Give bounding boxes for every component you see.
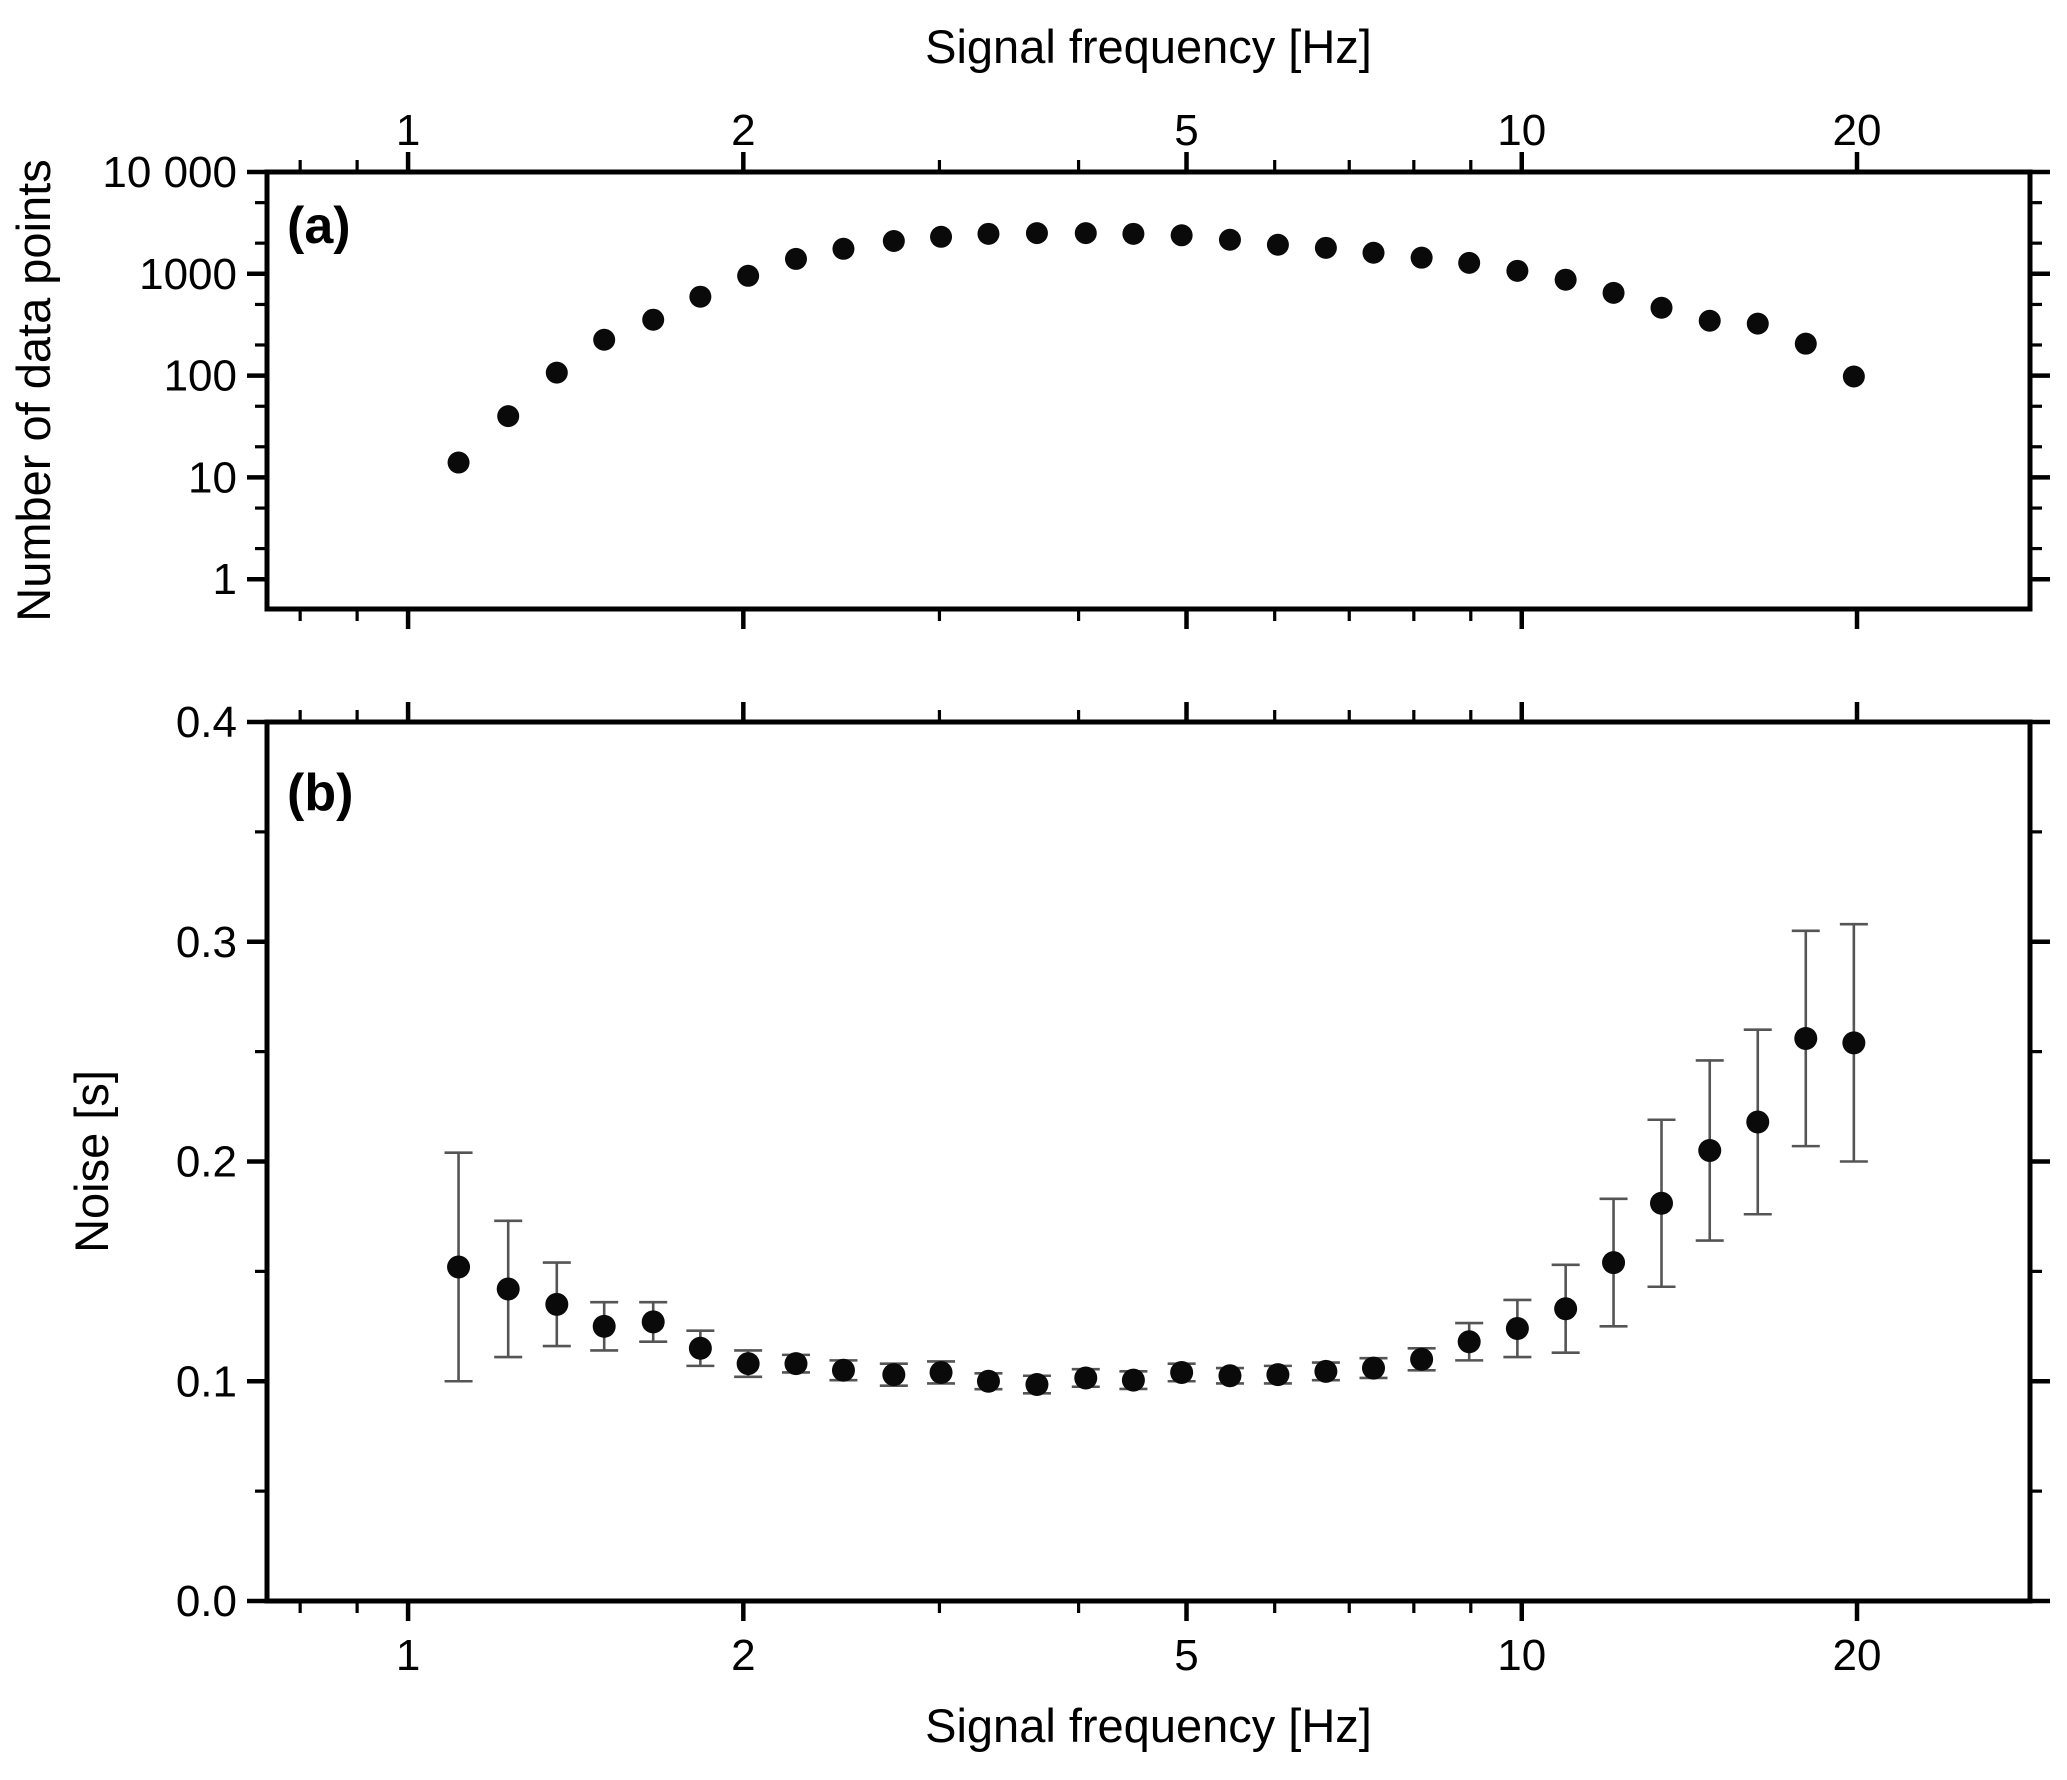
- panel-a-points: [447, 222, 1865, 474]
- panel-b-point: [1746, 1110, 1770, 1134]
- panel-b-point: [1170, 1360, 1194, 1384]
- panel-b-point: [1074, 1366, 1098, 1390]
- panel-b-point: [688, 1336, 712, 1360]
- panel-a-point: [545, 361, 568, 384]
- panel-b-point: [1362, 1356, 1386, 1380]
- panel-b-y-tick-label: 0.1: [176, 1357, 237, 1406]
- panel-b-point: [496, 1277, 520, 1301]
- panel-b-point: [1698, 1139, 1722, 1163]
- panel-frames: [264, 169, 2033, 1604]
- panel-a-point: [497, 405, 520, 428]
- panel-b-point: [1505, 1317, 1529, 1341]
- panel-a-point: [1170, 224, 1193, 247]
- panel-b-point: [831, 1358, 855, 1382]
- panel-b-point: [1554, 1297, 1578, 1321]
- panel-b-point: [784, 1352, 808, 1376]
- panel-b-point: [1121, 1368, 1145, 1392]
- panel-a-top-tick-label: 20: [1833, 106, 1882, 155]
- panel-a-point: [593, 328, 616, 351]
- panel-b-y-tick-label: 0.2: [176, 1138, 237, 1187]
- panel-a-point: [1842, 365, 1865, 388]
- panel-b-point: [1457, 1330, 1481, 1354]
- panel-a-point: [1025, 222, 1048, 245]
- panel-b-bottom-tick-label: 10: [1497, 1631, 1546, 1680]
- panel-b-bottom-tick-label: 2: [731, 1631, 755, 1680]
- panel-a-point: [1554, 268, 1577, 291]
- panel-a-point: [1218, 228, 1241, 251]
- panel-a-point: [737, 264, 760, 287]
- panel-a-top-tick-label: 10: [1497, 106, 1546, 155]
- panel-a-y-tick-label: 100: [164, 352, 237, 401]
- panel-a-point: [1602, 281, 1625, 304]
- panel-b-point: [592, 1314, 616, 1338]
- panel-b-y-tick-label: 0.0: [176, 1577, 237, 1626]
- panel-b-frame: [264, 719, 2033, 1604]
- panel-a-y-tick-label: 10 000: [102, 148, 237, 197]
- panel-a-top-tick-label: 1: [396, 106, 420, 155]
- panel-b-y-axis-title: Noise [s]: [65, 1070, 118, 1253]
- panel-b-y-tick-label: 0.4: [176, 698, 237, 747]
- panel-b-point: [545, 1292, 569, 1316]
- panel-b-y-tick-label: 0.3: [176, 918, 237, 967]
- panel-b-point: [1602, 1251, 1626, 1275]
- panel-b-points: [447, 1026, 1866, 1397]
- panel-b-bottom-tick-label: 5: [1174, 1631, 1198, 1680]
- panel-a-point: [1698, 309, 1721, 332]
- panel-a-point: [930, 225, 953, 248]
- panel-a-y-tick-label: 1: [213, 555, 237, 604]
- panel-b-point: [1218, 1364, 1242, 1388]
- panel-a-top-tick-label: 2: [731, 106, 755, 155]
- panel-b-point: [976, 1369, 1000, 1393]
- panel-a-point: [642, 308, 665, 331]
- panel-b-point: [641, 1310, 665, 1334]
- panel-b-bottom-tick-label: 1: [396, 1631, 420, 1680]
- panel-a-y-tick-label: 10: [188, 453, 237, 502]
- panel-b-bottom-tick-label: 20: [1833, 1631, 1882, 1680]
- panel-a-point: [1794, 332, 1817, 355]
- panel-a-point: [447, 451, 470, 474]
- panel-a-point: [1314, 236, 1337, 259]
- axis-ticks: [247, 152, 2050, 1621]
- panel-a-point: [977, 222, 1000, 245]
- panel-a-point: [1362, 241, 1385, 264]
- panel-a-top-axis-title: Signal frequency [Hz]: [925, 20, 1372, 73]
- panel-a-point: [1266, 233, 1289, 256]
- panel-b-point: [736, 1352, 760, 1376]
- panel-a-y-axis-title: Number of data points: [7, 159, 60, 621]
- panel-b-point: [1842, 1031, 1866, 1055]
- panel-a-point: [784, 247, 807, 270]
- panel-a-point: [1074, 222, 1097, 245]
- panel-a-y-tick-label: 1000: [139, 250, 237, 299]
- panel-a-point: [1122, 222, 1145, 245]
- panel-b-letter: (b): [287, 764, 353, 822]
- panel-a-letter: (a): [287, 197, 351, 255]
- panel-a-frame: [264, 169, 2033, 612]
- panel-a-point: [1650, 296, 1673, 319]
- data-layer: [444, 222, 1868, 1397]
- panel-b-point: [1025, 1373, 1049, 1397]
- panel-b-point: [1794, 1026, 1818, 1050]
- panel-b-point: [1410, 1347, 1434, 1371]
- panel-b-point: [929, 1360, 953, 1384]
- panel-a-point: [1410, 246, 1433, 269]
- panel-a-point: [1746, 312, 1769, 335]
- panel-a-point: [882, 230, 905, 253]
- axis-text: 1 2 5 10 20 1 2 5 10 20 1 10 100 1000 10 000 0.0 0.1 0.2 0…: [7, 20, 1881, 1752]
- panel-a-point: [1506, 259, 1529, 282]
- panel-b-point: [1266, 1363, 1290, 1387]
- panel-b-point: [1314, 1359, 1338, 1383]
- panel-a-point: [689, 285, 712, 308]
- panel-a-point: [832, 237, 855, 260]
- panel-b-point: [882, 1363, 906, 1387]
- panel-b-point: [1650, 1191, 1674, 1215]
- panel-b-point: [447, 1255, 471, 1279]
- panel-a-point: [1458, 251, 1481, 274]
- panel-a-top-tick-label: 5: [1174, 106, 1198, 155]
- panel-b-bottom-axis-title: Signal frequency [Hz]: [925, 1699, 1372, 1752]
